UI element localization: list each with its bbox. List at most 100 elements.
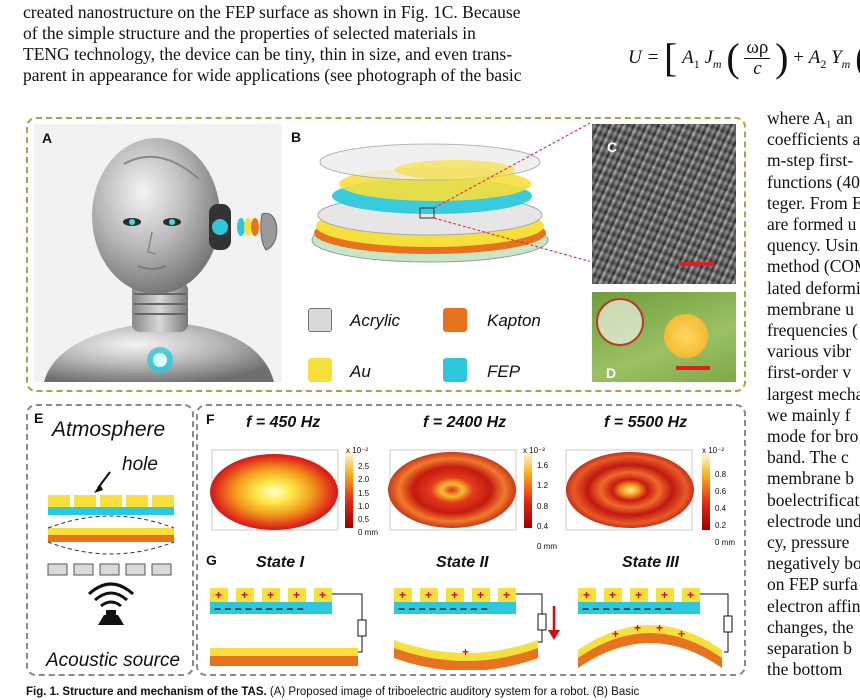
- right-line: membrane b: [767, 468, 854, 489]
- legend-swatch-acrylic: [308, 308, 332, 332]
- device-photo: [664, 314, 708, 358]
- figure-caption: Fig. 1. Structure and mechanism of the T…: [26, 686, 756, 698]
- panel-label-a: A: [42, 130, 53, 146]
- right-column-text: where A₁ an coefficients a m-step first-…: [767, 108, 860, 680]
- cbar-tick: 2.0: [358, 475, 370, 485]
- intro-line: TENG technology, the device can be tiny,…: [23, 44, 513, 64]
- right-line: separation b: [767, 638, 853, 659]
- speaker-icon: [87, 582, 135, 625]
- cbar-tick: 1.6: [537, 461, 549, 470]
- cbar-ticks-1: 2.5 2.0 1.5 1.0 0.5 0 mm: [358, 460, 378, 540]
- atmosphere-label: Atmosphere: [52, 418, 166, 441]
- holed-layer: [48, 495, 174, 515]
- device-layers-illustration: [311, 122, 590, 263]
- svg-text:− − − − − − − − −: − − − − − − − − −: [582, 602, 672, 616]
- cbar-tick: 0.5: [358, 515, 370, 525]
- right-line: changes, the: [767, 616, 854, 637]
- paren-left: (: [726, 35, 740, 80]
- right-line: frequencies (: [767, 320, 858, 341]
- state-title-1: State I: [256, 554, 305, 571]
- panel-label-g: G: [206, 552, 217, 568]
- cbar-tick: 0.4: [537, 521, 549, 531]
- right-line: are formed u: [767, 214, 857, 235]
- right-line: method (COM: [767, 256, 860, 277]
- cbar-scale-2: x 10⁻²: [523, 446, 546, 455]
- paren-right: ): [775, 35, 789, 80]
- right-line: boelectrificat: [767, 489, 860, 510]
- right-line: we mainly f: [767, 404, 851, 425]
- equation-subm2: m: [841, 56, 851, 71]
- acoustic-source-label: Acoustic source: [46, 650, 181, 671]
- equation-u: U =: [628, 47, 660, 68]
- cbar-tick: 1.5: [358, 488, 370, 498]
- svg-text:− − − − − − − − −: − − − − − − − − −: [214, 602, 304, 616]
- intro-line: parent in appearance for wide applicatio…: [23, 65, 522, 85]
- equation-a2: A: [808, 47, 821, 68]
- state-title-3: State III: [622, 554, 679, 571]
- right-line: band. The c: [767, 447, 849, 468]
- right-line: the bottom: [767, 659, 843, 680]
- svg-text:+: +: [241, 588, 248, 602]
- equation-jm: J: [704, 47, 713, 68]
- panel-label-b: B: [291, 129, 302, 145]
- svg-text:− − − − − − − − −: − − − − − − − − −: [398, 602, 488, 616]
- legend-swatch-au: [308, 358, 332, 382]
- svg-text:+: +: [462, 645, 469, 659]
- panel-e-diagram: [47, 471, 175, 625]
- right-line: where A₁ an: [767, 108, 853, 128]
- state-diagrams: + + + + + − − − − − − − − − + + + + + − …: [210, 588, 733, 670]
- fraction-den: c: [753, 58, 762, 80]
- state-title-2: State II: [436, 554, 489, 571]
- scale-bar-d: [676, 366, 710, 370]
- equation-subm: m: [712, 56, 722, 71]
- cbar-tick: 0.4: [715, 504, 727, 513]
- mode-shape-plots: [210, 449, 710, 531]
- panel-e-box: [26, 404, 194, 676]
- svg-text:+: +: [477, 588, 484, 602]
- panel-fg-box: [196, 404, 746, 676]
- svg-text:+: +: [634, 621, 641, 635]
- right-line: coefficients a: [767, 129, 860, 150]
- svg-text:+: +: [215, 588, 222, 602]
- freq-title-450: f = 450 Hz: [246, 414, 321, 431]
- cbar-ticks-2: 1.6 1.2 0.8 0.4 0 mm: [537, 456, 557, 557]
- equation-a1: A: [682, 47, 694, 68]
- cbar-tick: 0 mm: [537, 542, 557, 552]
- legend-swatch-fep: [443, 358, 467, 382]
- fraction-num: ωρ: [744, 37, 771, 60]
- svg-text:+: +: [399, 588, 406, 602]
- panel-c-sem-image: [592, 124, 736, 284]
- state-3: + + + + + − − − − − − − − − + + + +: [578, 588, 733, 668]
- right-line: teger. From E: [767, 192, 860, 213]
- sem-texture: [592, 124, 736, 284]
- legend-label-au: Au: [350, 362, 371, 381]
- right-line: functions (40: [767, 171, 860, 192]
- right-line: various vibr: [767, 341, 852, 362]
- cbar-tick: 1.0: [358, 501, 370, 511]
- svg-text:+: +: [319, 588, 326, 602]
- right-line: first-order v: [767, 362, 852, 383]
- panel-label-f: F: [206, 411, 215, 427]
- right-line: electrode und: [767, 510, 860, 531]
- cbar-tick: 1.2: [537, 481, 549, 491]
- svg-text:+: +: [612, 627, 619, 641]
- right-line: membrane u: [767, 298, 854, 319]
- cbar-ticks-3: 0.8 0.6 0.4 0.2 0 mm: [715, 466, 735, 551]
- right-line: quency. Usin: [767, 235, 859, 256]
- right-line: electron affin: [767, 595, 860, 616]
- caption-rest: (A) Proposed image of triboelectric audi…: [266, 686, 640, 698]
- intro-line: of the simple structure and the properti…: [23, 23, 476, 43]
- hole-label: hole: [122, 454, 158, 475]
- svg-text:+: +: [678, 627, 685, 641]
- cbar-tick: 0.2: [715, 521, 727, 530]
- right-line: on FEP surfa: [767, 574, 858, 595]
- panel-label-d: D: [606, 365, 617, 381]
- intro-paragraph: created nanostructure on the FEP surface…: [23, 2, 522, 86]
- cbar-scale-3: x 10⁻²: [702, 446, 725, 455]
- caption-lead: Fig. 1. Structure and mechanism of the T…: [26, 686, 267, 698]
- equation: U = [ A1 Jm ( ωρ c ) + A2 Ym (: [628, 34, 860, 81]
- cbar-tick: 0.8: [715, 470, 727, 479]
- svg-text:+: +: [503, 588, 510, 602]
- inset-device: [596, 298, 644, 346]
- paren-left-2: (: [855, 35, 860, 80]
